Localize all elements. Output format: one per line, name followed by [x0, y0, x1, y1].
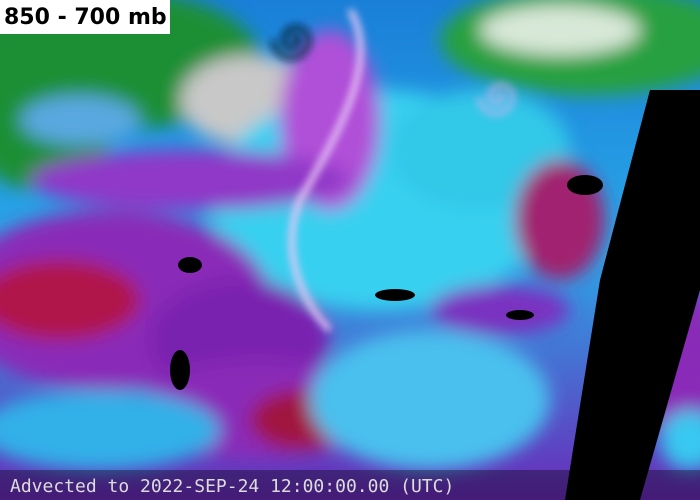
title: 850 - 700 mb: [4, 5, 167, 30]
title-box: [0, 0, 170, 34]
cyclone-swirls: [271, 8, 515, 333]
footer: Advected to 2022-SEP-24 12:00:00.00 (UTC…: [10, 476, 454, 497]
cloud-masks: [170, 175, 603, 390]
footer-band: [0, 470, 700, 500]
moisture-field: [0, 0, 700, 470]
data-gap: [565, 90, 700, 500]
